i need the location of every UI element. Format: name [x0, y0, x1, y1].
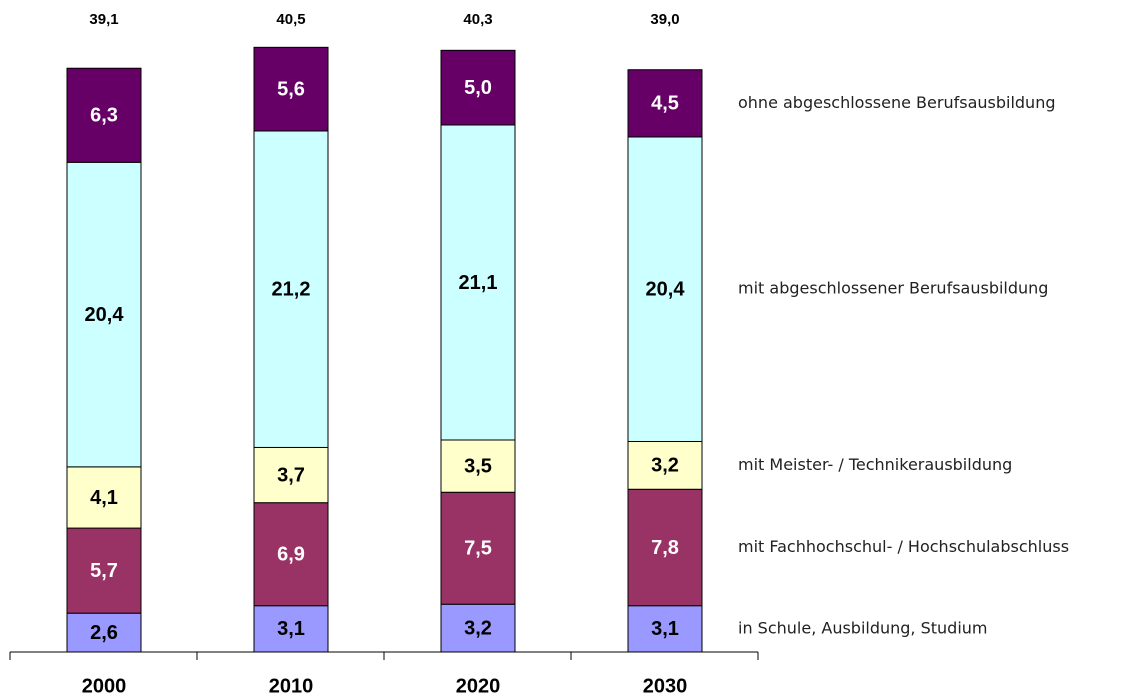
- bar-segment: [253, 130, 329, 448]
- x-tick-label: 2000: [82, 675, 127, 697]
- value-label: 3,5: [464, 455, 492, 477]
- legend-label: in Schule, Ausbildung, Studium: [738, 618, 988, 637]
- value-label: 3,1: [277, 618, 305, 640]
- bar-segment: [627, 488, 703, 607]
- total-label: 39,1: [89, 11, 118, 28]
- value-label: 3,2: [464, 617, 492, 639]
- bar-segment: [440, 439, 516, 493]
- bar-segment: [66, 67, 142, 163]
- value-label: 21,2: [272, 278, 311, 300]
- bar-segment: [440, 491, 516, 605]
- total-label: 40,3: [463, 11, 492, 28]
- value-label: 7,5: [464, 538, 492, 560]
- total-label: 40,5: [276, 11, 305, 28]
- value-label: 5,6: [277, 78, 305, 100]
- legend-label: mit Meister- / Technikerausbildung: [738, 455, 1012, 474]
- bar-segment: [66, 466, 142, 529]
- bar-segment: [66, 612, 142, 653]
- bar-segment: [253, 502, 329, 607]
- value-label: 7,8: [651, 537, 679, 559]
- legend-label: mit Fachhochschul- / Hochschulabschluss: [738, 537, 1069, 556]
- value-label: 5,0: [464, 77, 492, 99]
- value-label: 6,9: [277, 543, 305, 565]
- x-tick-label: 2020: [456, 675, 501, 697]
- value-label: 4,5: [651, 93, 679, 115]
- legend-label: ohne abgeschlossene Berufsausbildung: [738, 93, 1055, 112]
- x-tick-label: 2010: [269, 675, 314, 697]
- value-label: 20,4: [85, 304, 125, 326]
- bar-segment: [440, 49, 516, 126]
- x-tick-label: 2030: [643, 675, 688, 697]
- value-label: 4,1: [90, 487, 118, 509]
- bar-segment: [627, 136, 703, 442]
- bar-segment: [627, 605, 703, 653]
- value-label: 3,7: [277, 464, 305, 486]
- bar-segment: [627, 69, 703, 138]
- bar-segment: [253, 46, 329, 132]
- value-label: 5,7: [90, 560, 118, 582]
- value-label: 2,6: [90, 622, 118, 644]
- value-label: 6,3: [90, 105, 118, 127]
- bar-segment: [253, 446, 329, 504]
- bar-segment: [440, 603, 516, 653]
- legend-label: mit abgeschlossener Berufsausbildung: [738, 279, 1048, 298]
- bar-segment: [440, 124, 516, 441]
- bar-segment: [253, 605, 329, 653]
- total-label: 39,0: [650, 11, 679, 28]
- value-label: 21,1: [459, 272, 498, 294]
- value-label: 3,1: [651, 618, 679, 640]
- bar-segment: [66, 527, 142, 614]
- value-label: 20,4: [646, 278, 686, 300]
- value-label: 3,2: [651, 455, 679, 477]
